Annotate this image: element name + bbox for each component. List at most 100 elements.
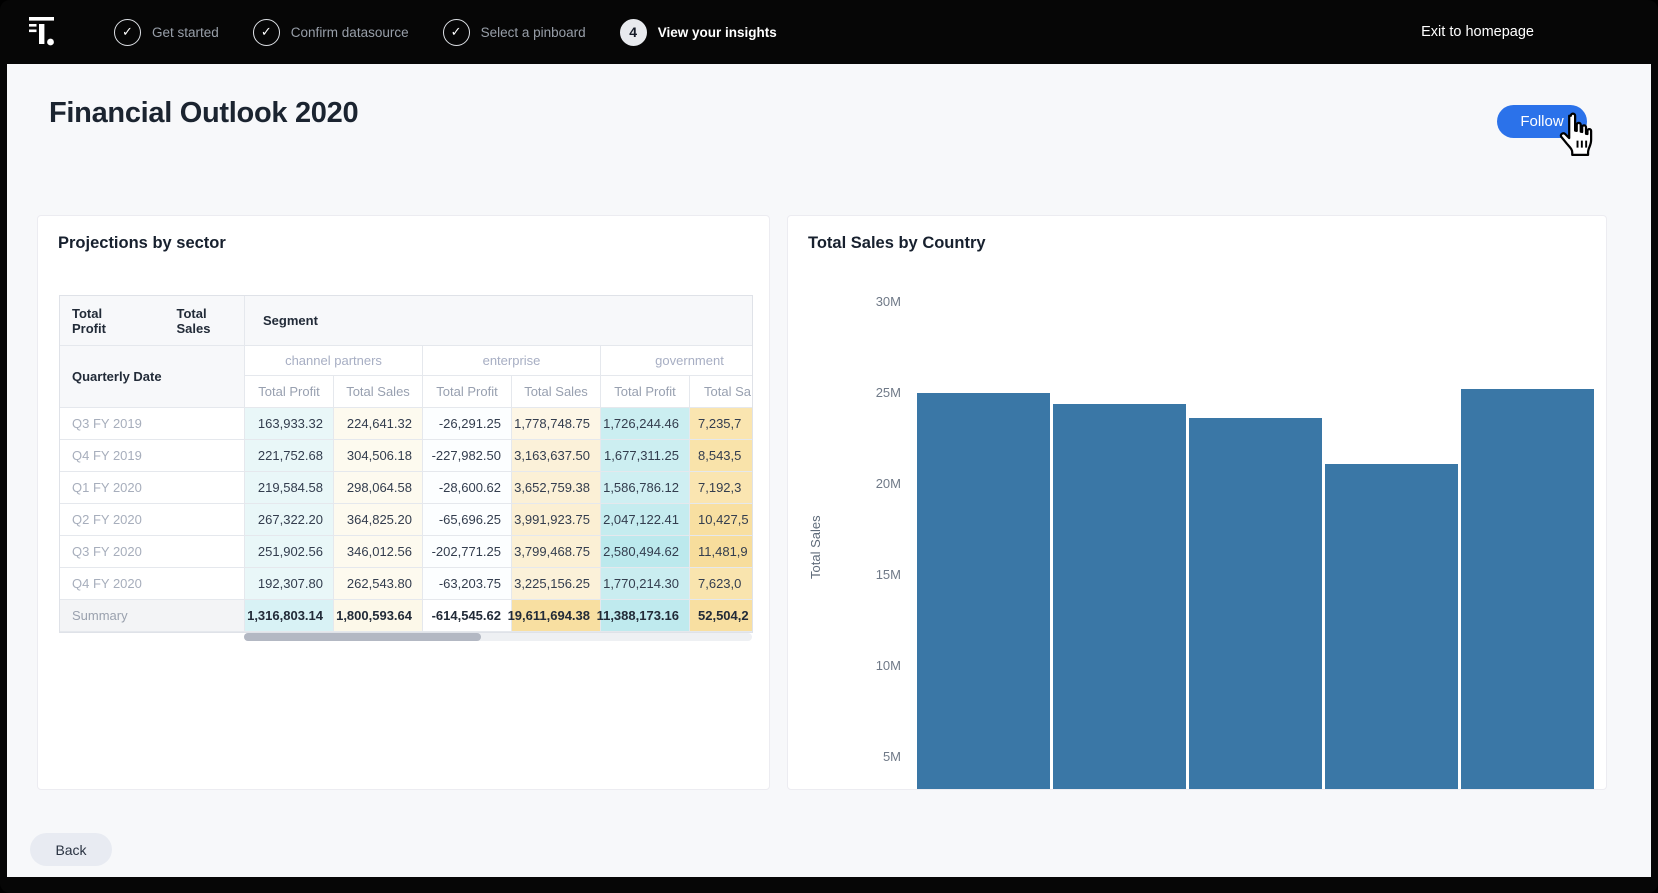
sub-header-cell: Total Profit <box>423 376 512 408</box>
step-label: Confirm datasource <box>290 24 409 40</box>
value-cell: 1,677,311.25 <box>601 440 690 472</box>
value-cell: 11,481,9 <box>690 536 752 568</box>
value-cell: -63,203.75 <box>423 568 512 600</box>
value-cell: 1,770,214.30 <box>601 568 690 600</box>
value-cell: 251,902.56 <box>245 536 334 568</box>
value-cell: 2,580,494.62 <box>601 536 690 568</box>
table-row: Q3 FY 2020 251,902.56 346,012.56 -202,771.2… <box>60 536 752 568</box>
value-cell: -65,696.25 <box>423 504 512 536</box>
group-header-cell: government <box>601 346 752 376</box>
row-label: Q1 FY 2020 <box>60 472 245 504</box>
group-header-cell: enterprise <box>423 346 601 376</box>
y-tick-label: 25M <box>875 385 901 400</box>
value-cell: 192,307.80 <box>245 568 334 600</box>
step-label: View your insights <box>657 24 777 40</box>
value-cell: 3,991,923.75 <box>512 504 601 536</box>
value-cell: -227,982.50 <box>423 440 512 472</box>
value-cell: 7,235,7 <box>690 408 752 440</box>
row-label: Q4 FY 2020 <box>60 568 245 600</box>
value-cell: 11,388,173.16 <box>597 600 690 632</box>
value-cell: 364,825.20 <box>334 504 423 536</box>
value-cell: -202,771.25 <box>423 536 512 568</box>
value-cell: 219,584.58 <box>245 472 334 504</box>
bar-country-2[interactable] <box>1053 403 1186 789</box>
page-title: Financial Outlook 2020 <box>49 97 359 129</box>
follow-button[interactable]: Follow <box>1497 105 1587 138</box>
value-cell: 1,800,593.64 <box>334 600 423 632</box>
bar-country-1[interactable] <box>917 393 1050 789</box>
value-cell: 1,778,748.75 <box>512 408 601 440</box>
sub-header-cell: Total Profit <box>245 376 334 408</box>
bar-country-5[interactable] <box>1461 389 1594 789</box>
table-header-row: Total Profit Total Sales Segment <box>60 296 752 346</box>
row-label: Q3 FY 2019 <box>60 408 245 440</box>
measure-label-total-sales: Total Sales <box>176 305 211 336</box>
value-cell: -28,600.62 <box>423 472 512 504</box>
group-header-block: channel partners enterprise government Tot… <box>245 346 752 408</box>
group-row: channel partners enterprise government <box>245 346 752 376</box>
y-tick-label: 15M <box>875 567 901 582</box>
value-cell: 19,611,694.38 <box>508 600 601 632</box>
value-cell: 8,543,5 <box>690 440 752 472</box>
sub-header-cell: Total Sa <box>690 376 752 408</box>
page-content: Financial Outlook 2020 Follow Projection… <box>7 64 1651 877</box>
exit-to-homepage-link[interactable]: Exit to homepage <box>1421 24 1534 40</box>
step-item[interactable]: ✓ Get started <box>114 18 219 46</box>
horizontal-scrollbar-track[interactable] <box>244 633 752 641</box>
value-cell: -26,291.25 <box>423 408 512 440</box>
value-cell: 7,192,3 <box>690 472 752 504</box>
y-tick-label: 30M <box>875 294 901 309</box>
group-header-cell: channel partners <box>245 346 423 376</box>
value-cell: 52,504,2 <box>690 600 752 632</box>
y-tick-label: 10M <box>875 658 901 673</box>
value-cell: 1,586,786.12 <box>601 472 690 504</box>
table-card-title: Projections by sector <box>58 234 226 252</box>
table-row: Q1 FY 2020 219,584.58 298,064.58 -28,600.62… <box>60 472 752 504</box>
bar-country-4[interactable] <box>1325 463 1458 789</box>
value-cell: -614,545.62 <box>423 600 512 632</box>
measures-corner-cell: Total Profit Total Sales <box>60 296 245 346</box>
value-cell: 3,799,468.75 <box>512 536 601 568</box>
step-number-badge: 4 <box>619 18 647 46</box>
pivot-table: Total Profit Total Sales Segment Quarter… <box>59 295 753 633</box>
quarterly-date-header-cell: Quarterly Date <box>60 346 245 408</box>
sub-header-cell: Total Sales <box>334 376 423 408</box>
value-cell: 2,047,122.41 <box>601 504 690 536</box>
chart-card-title: Total Sales by Country <box>808 234 986 252</box>
step-label: Select a pinboard <box>480 24 586 40</box>
sub-row: Total Profit Total Sales Total Profit Total… <box>245 376 752 408</box>
step-label: Get started <box>152 24 219 40</box>
check-circle-icon: ✓ <box>114 18 141 46</box>
value-cell: 3,225,156.25 <box>512 568 601 600</box>
sub-header-cell: Total Sales <box>512 376 601 408</box>
sub-header-cell: Total Profit <box>601 376 690 408</box>
top-stepper-bar: ✓ Get started ✓ Confirm datasource ✓ Select a… <box>0 0 1658 64</box>
value-cell: 346,012.56 <box>334 536 423 568</box>
table-subheader-rows: Quarterly Date channel partners enterpris… <box>60 346 752 408</box>
step-item[interactable]: 4 View your insights <box>619 18 777 46</box>
value-cell: 224,641.32 <box>334 408 423 440</box>
y-axis-label: Total Sales <box>808 515 823 579</box>
y-tick-label: 5M <box>882 749 901 764</box>
row-label: Q2 FY 2020 <box>60 504 245 536</box>
table-row: Q2 FY 2020 267,322.20 364,825.20 -65,696.25… <box>60 504 752 536</box>
step-item[interactable]: ✓ Confirm datasource <box>252 18 409 46</box>
step-item[interactable]: ✓ Select a pinboard <box>442 18 586 46</box>
value-cell: 3,163,637.50 <box>512 440 601 472</box>
row-label: Summary <box>60 600 245 632</box>
table-row: Q4 FY 2019 221,752.68 304,506.18 -227,982.5… <box>60 440 752 472</box>
sales-by-country-card: Total Sales by Country Total Sales 30M 25… <box>787 215 1607 790</box>
y-tick-label: 20M <box>875 476 901 491</box>
back-button[interactable]: Back <box>30 833 112 866</box>
value-cell: 221,752.68 <box>245 440 334 472</box>
check-circle-icon: ✓ <box>252 18 280 46</box>
projections-card: Projections by sector Total Profit Total… <box>37 215 770 790</box>
row-label: Q3 FY 2020 <box>60 536 245 568</box>
table-row: Q3 FY 2019 163,933.32 224,641.32 -26,291.25… <box>60 408 752 440</box>
horizontal-scrollbar-thumb[interactable] <box>244 633 481 641</box>
bar-country-3[interactable] <box>1189 418 1322 789</box>
thoughtspot-logo-icon <box>29 17 54 46</box>
value-cell: 262,543.80 <box>334 568 423 600</box>
value-cell: 1,316,803.14 <box>245 600 334 632</box>
